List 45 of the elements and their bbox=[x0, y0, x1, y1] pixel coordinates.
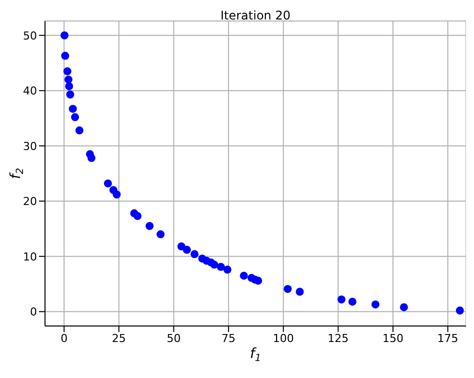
y-tick-label: 40 bbox=[23, 84, 37, 98]
x-tick-label: 125 bbox=[328, 332, 349, 345]
point bbox=[66, 90, 74, 98]
point bbox=[65, 82, 74, 90]
point bbox=[284, 284, 292, 293]
point bbox=[134, 212, 142, 220]
point bbox=[456, 306, 464, 315]
point bbox=[146, 222, 154, 230]
y-tick-label: 50 bbox=[23, 29, 37, 42]
x-axis-title: f$_{1}$ bbox=[250, 346, 262, 364]
y-tick-label: 10 bbox=[23, 250, 37, 264]
point bbox=[296, 288, 304, 296]
point bbox=[61, 52, 70, 60]
y-tick-label: 30 bbox=[23, 140, 37, 153]
x-tick-label: 175 bbox=[437, 332, 458, 345]
point bbox=[87, 154, 96, 162]
point bbox=[182, 246, 191, 254]
x-tick-label: 100 bbox=[272, 332, 294, 345]
point bbox=[63, 67, 72, 76]
y-tick-label: 0 bbox=[30, 306, 37, 319]
x-tick-label: 75 bbox=[222, 332, 236, 345]
x-tick-label: 50 bbox=[166, 332, 181, 345]
x-tick-label: 25 bbox=[112, 332, 126, 345]
point bbox=[104, 179, 112, 188]
point bbox=[254, 276, 262, 285]
point bbox=[75, 126, 84, 134]
point bbox=[216, 262, 225, 271]
y-tick-label: 20 bbox=[23, 195, 37, 208]
point bbox=[240, 272, 248, 280]
point bbox=[60, 31, 69, 40]
point bbox=[223, 266, 232, 274]
x-tick-label: 0 bbox=[60, 332, 68, 345]
point bbox=[68, 104, 77, 113]
x-tick-label: 150 bbox=[382, 332, 404, 345]
point bbox=[400, 303, 408, 312]
chart-title: Iteration 20 bbox=[220, 8, 290, 22]
point bbox=[112, 190, 121, 198]
point bbox=[371, 300, 380, 308]
point bbox=[71, 113, 80, 122]
point bbox=[337, 295, 346, 304]
point bbox=[348, 298, 356, 306]
point bbox=[64, 76, 72, 84]
point bbox=[156, 230, 165, 238]
point bbox=[210, 260, 218, 269]
point bbox=[190, 250, 199, 258]
